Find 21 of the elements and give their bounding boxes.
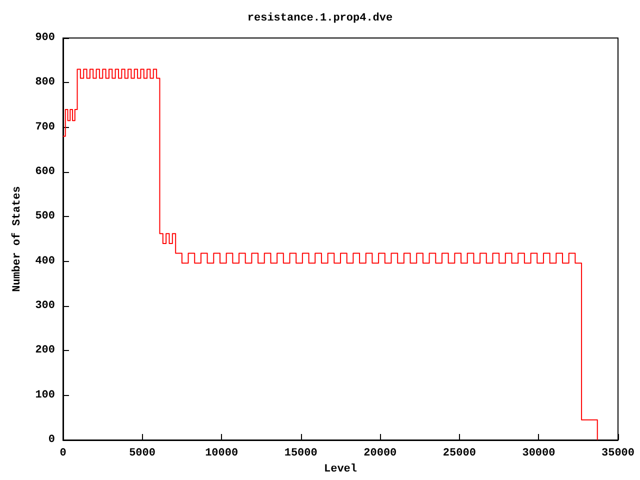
y-tick-label: 800	[35, 76, 55, 89]
y-tick-label: 300	[35, 300, 55, 312]
x-axis-title: Level	[324, 463, 358, 476]
x-tick-label: 0	[60, 448, 66, 460]
y-tick-label: 100	[35, 389, 55, 402]
x-tick-label: 20000	[364, 448, 397, 460]
y-tick-label: 600	[35, 166, 55, 178]
x-tick-label: 5000	[129, 448, 156, 460]
y-tick-label: 700	[35, 121, 55, 134]
x-tick-label: 15000	[284, 448, 318, 460]
y-tick-label: 400	[35, 255, 55, 268]
x-tick-label: 25000	[442, 448, 476, 460]
y-axis-title: Number of States	[10, 186, 24, 292]
chart-title: resistance.1.prop4.dve	[247, 12, 394, 24]
y-tick-label: 0	[48, 434, 55, 446]
x-tick-label: 10000	[205, 448, 238, 460]
y-tick-label: 500	[35, 210, 55, 223]
y-tick-label: 200	[35, 344, 55, 357]
y-tick-label: 900	[35, 32, 55, 44]
x-tick-label: 30000	[522, 448, 556, 460]
x-tick-label: 35000	[601, 448, 635, 460]
